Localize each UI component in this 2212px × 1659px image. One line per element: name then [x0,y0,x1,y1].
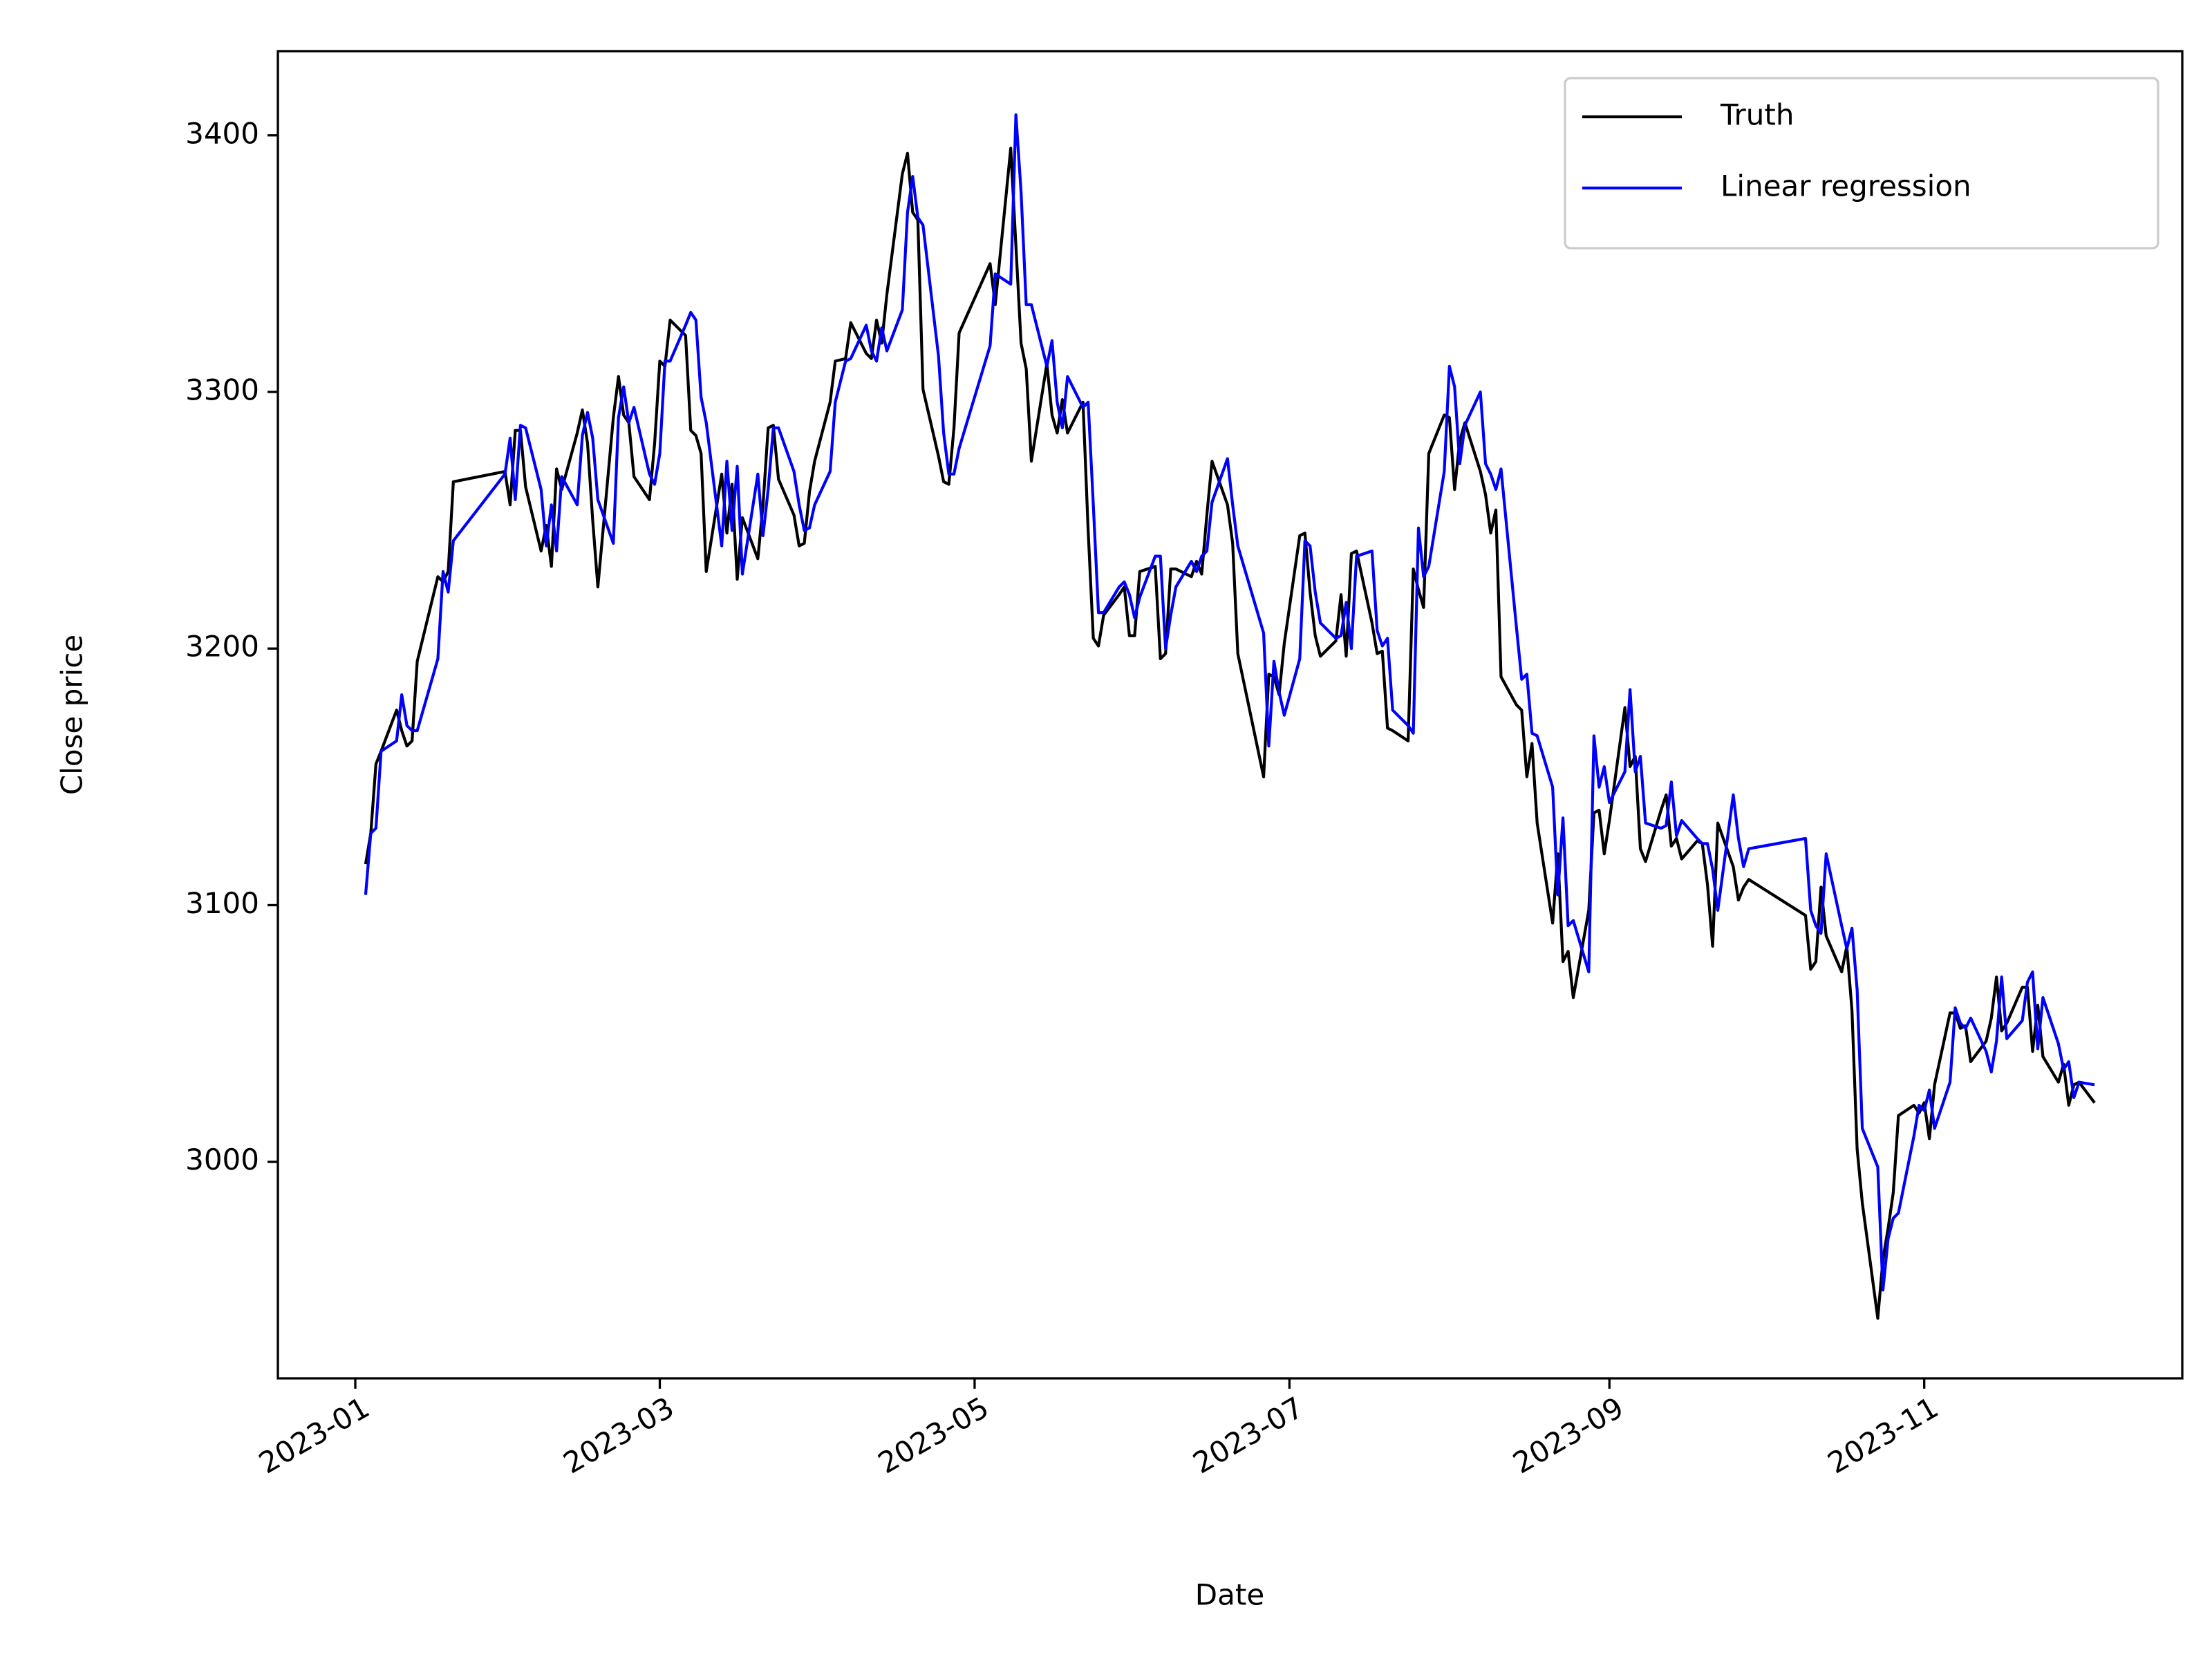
axes-frame [276,50,2184,1380]
legend-label: Truth [1720,98,1794,132]
y-axis-label: Close price [55,635,89,795]
y-tick-label: 3200 [185,630,259,664]
x-axis-label: Date [1195,1578,1264,1612]
y-tick-label: 3300 [185,373,259,406]
legend-box [1564,77,2159,250]
y-tick-label: 3000 [185,1143,259,1177]
series-line [364,147,2096,1320]
y-tick-label: 3100 [185,886,259,920]
y-tick-label: 3400 [185,116,259,150]
legend-label: Linear regression [1721,169,1971,203]
series-line [364,113,2095,1292]
